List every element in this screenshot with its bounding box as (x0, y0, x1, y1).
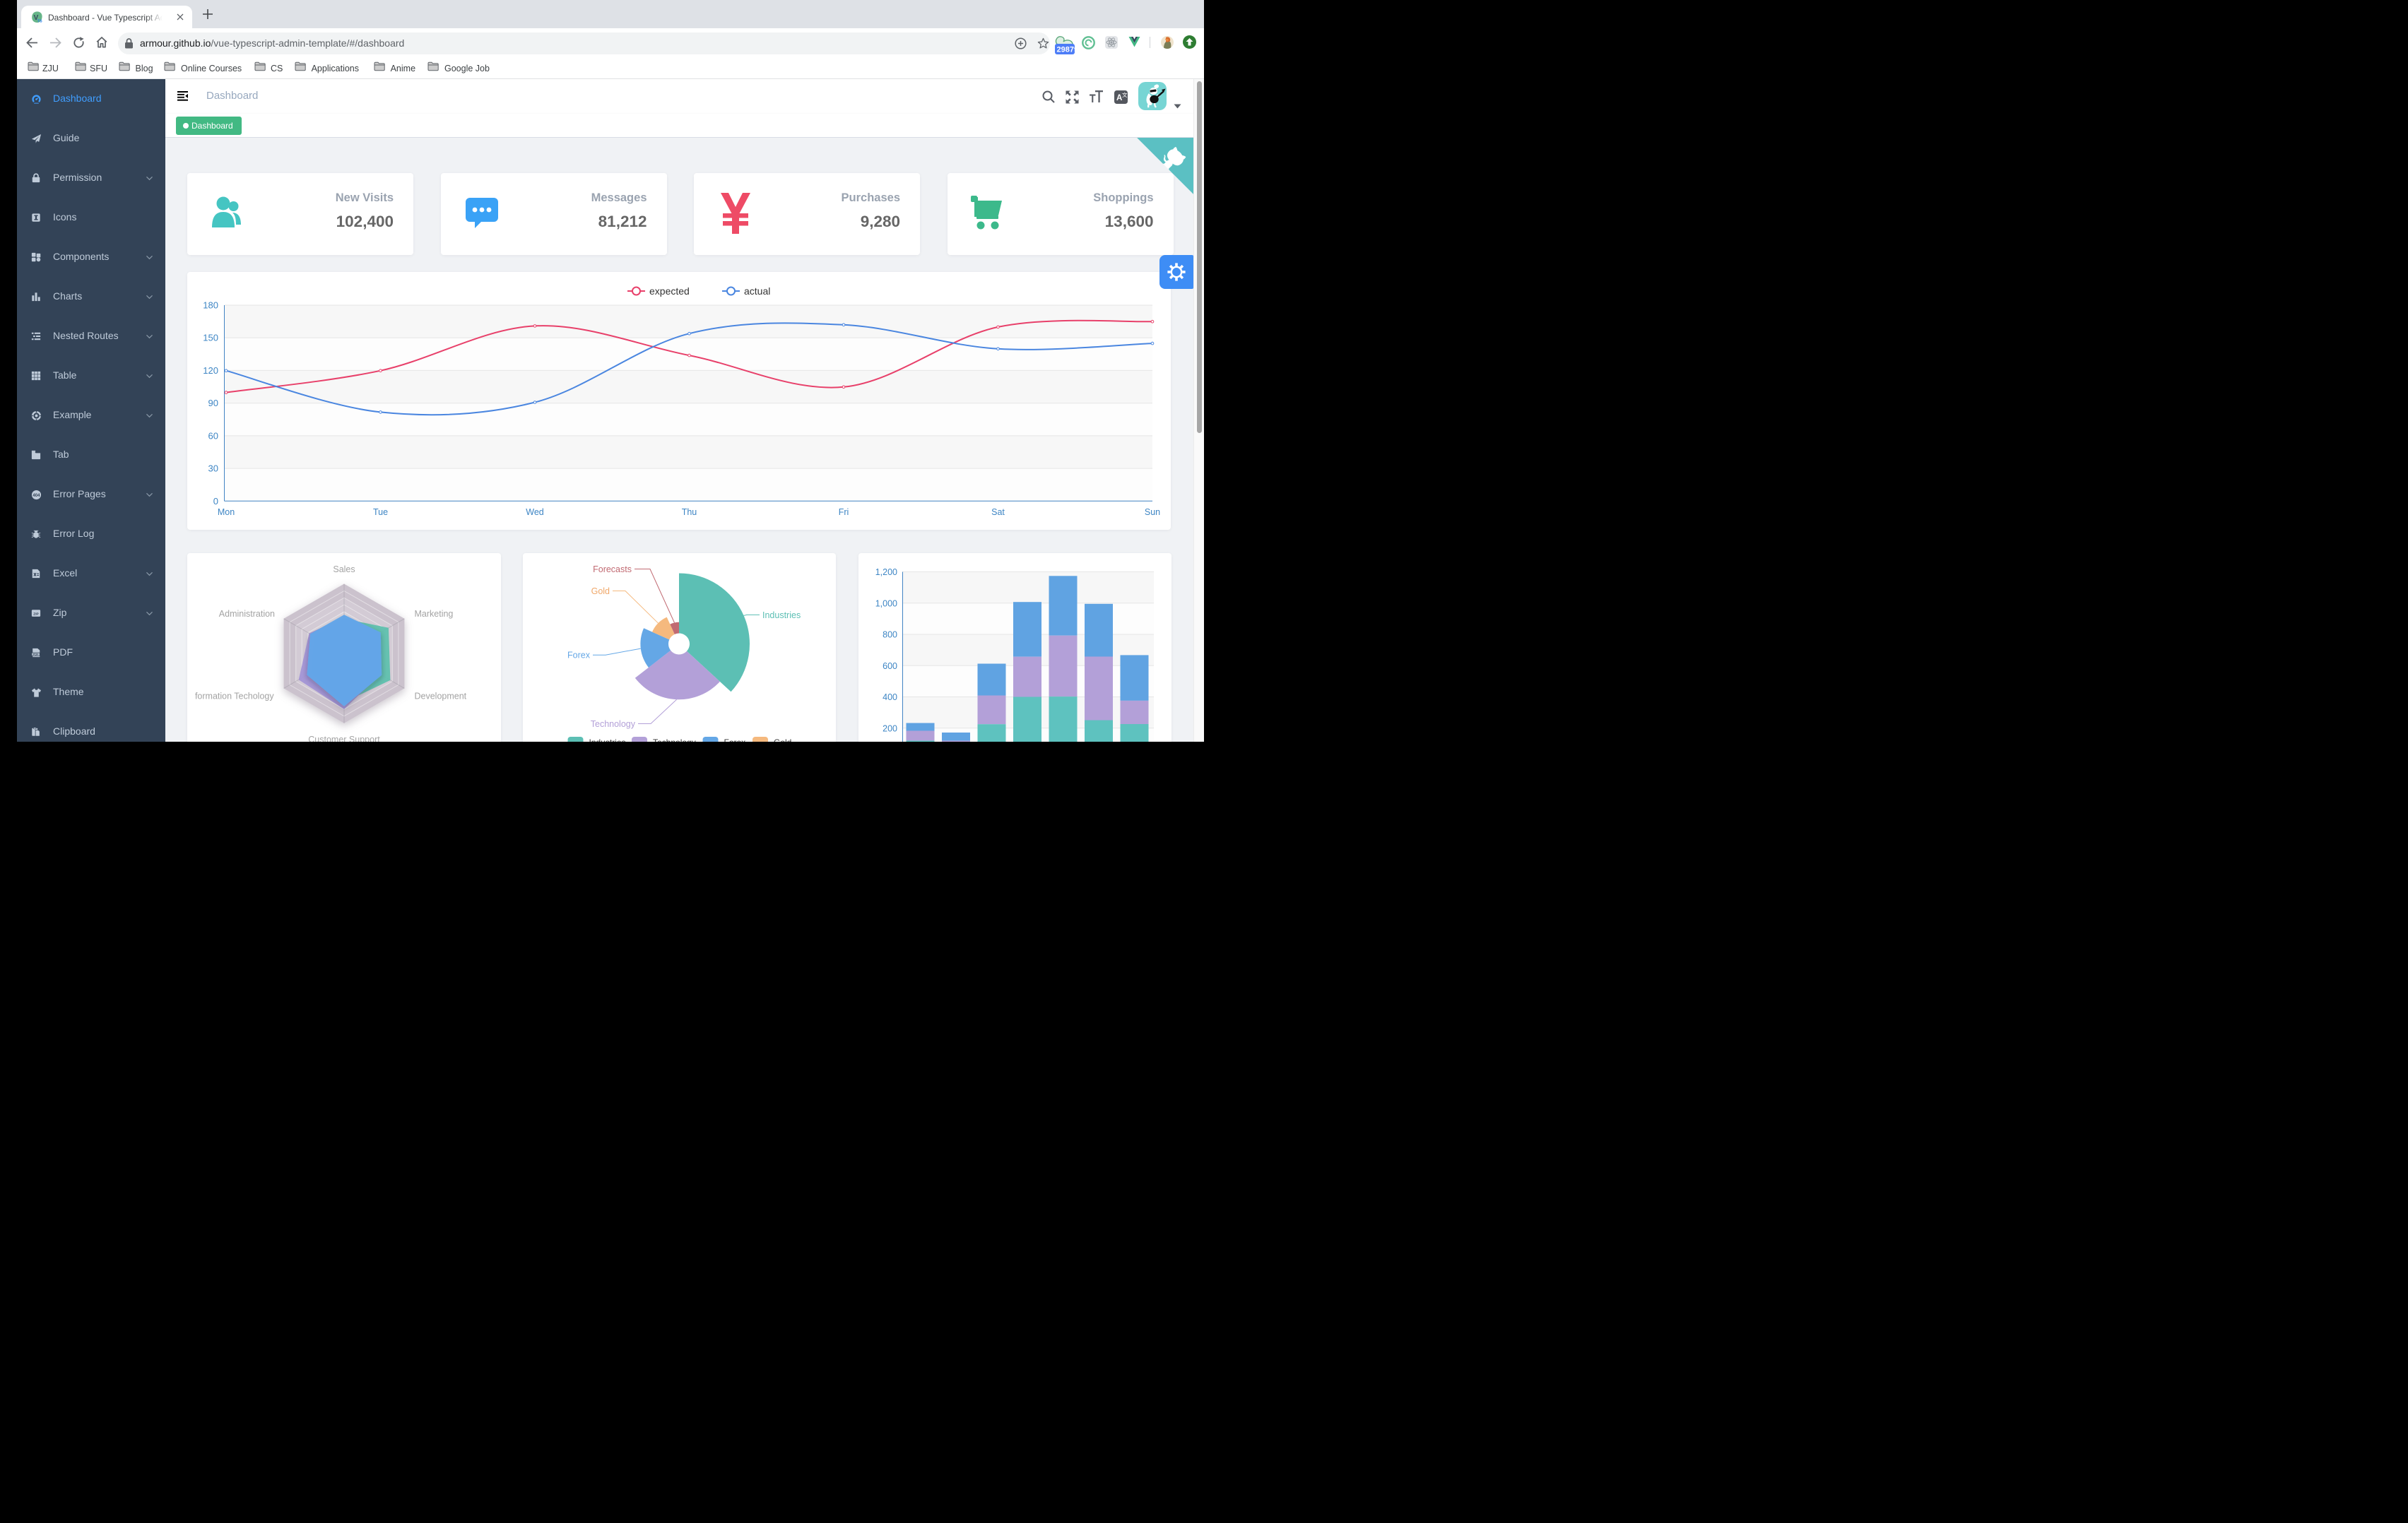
svg-text:404: 404 (33, 493, 40, 498)
svg-text:Technology: Technology (591, 719, 636, 729)
svg-text:Industries: Industries (589, 737, 626, 742)
svg-text:Customer Support: Customer Support (308, 735, 380, 742)
svg-text:800: 800 (883, 629, 897, 639)
svg-text:PDF: PDF (33, 653, 40, 656)
svg-text:29879: 29879 (1057, 46, 1075, 54)
svg-text:200: 200 (883, 723, 897, 733)
svg-text:V: V (34, 14, 39, 22)
svg-text:90: 90 (208, 398, 218, 408)
svg-text:60: 60 (208, 430, 218, 441)
svg-text:Forex: Forex (567, 650, 591, 660)
svg-text:0: 0 (213, 496, 218, 506)
svg-text:120: 120 (203, 365, 218, 376)
svg-text:150: 150 (203, 333, 218, 343)
svg-text:文: 文 (1122, 91, 1128, 98)
svg-text:30: 30 (208, 463, 218, 474)
svg-text:Gold: Gold (591, 586, 610, 596)
svg-text:Marketing: Marketing (415, 609, 454, 619)
svg-text:1,000: 1,000 (875, 598, 897, 608)
svg-text:Technology: Technology (653, 737, 696, 742)
svg-text:Thu: Thu (682, 507, 697, 517)
svg-text:1,200: 1,200 (875, 567, 897, 577)
svg-text:Sales: Sales (333, 564, 355, 574)
svg-text:Wed: Wed (526, 507, 544, 517)
svg-text:TS: TS (37, 19, 42, 23)
svg-text:Forecasts: Forecasts (593, 564, 632, 574)
svg-text:Development: Development (415, 691, 467, 701)
svg-text:Fri: Fri (839, 507, 849, 517)
svg-text:Administration: Administration (219, 609, 275, 619)
svg-text:180: 180 (203, 300, 218, 311)
svg-text:formation Techology: formation Techology (195, 691, 274, 701)
svg-text:Sat: Sat (991, 507, 1005, 517)
svg-text:expected: expected (649, 285, 690, 297)
svg-text:A: A (1116, 94, 1122, 102)
svg-text:600: 600 (883, 660, 897, 670)
svg-text:Tue: Tue (373, 507, 388, 517)
svg-text:400: 400 (883, 692, 897, 702)
svg-text:Sun: Sun (1145, 507, 1160, 517)
svg-text:Gold: Gold (774, 737, 791, 742)
svg-text:actual: actual (744, 285, 770, 297)
svg-text:Forex: Forex (724, 737, 746, 742)
svg-text:Mon: Mon (218, 507, 235, 517)
svg-text:ZIP: ZIP (33, 612, 39, 616)
svg-text:Industries: Industries (762, 610, 801, 620)
